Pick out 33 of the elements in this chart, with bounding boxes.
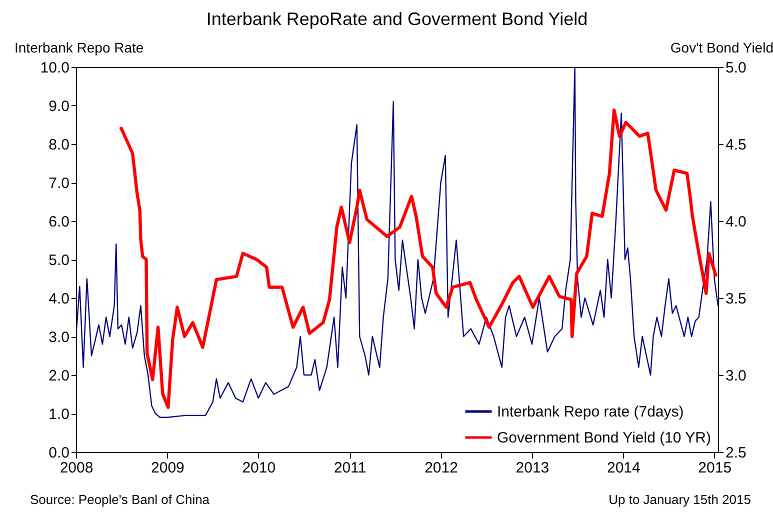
x-tick-label: 2015 xyxy=(698,460,732,476)
source-note: Source: People's Banl of China xyxy=(30,492,210,507)
x-tick-label: 2008 xyxy=(60,460,94,476)
y-tick-label: 8.0 xyxy=(48,136,70,154)
legend-label: Interbank Repo rate (7days) xyxy=(497,404,684,420)
y-tick-label: 4.0 xyxy=(48,290,70,308)
x-tick-label: 2010 xyxy=(242,460,276,476)
y2-tick-label: 3.0 xyxy=(726,368,746,384)
y-tick-label: 6.0 xyxy=(48,214,70,230)
y-tick-label: 5.0 xyxy=(48,252,70,269)
y-tick-label: 10.0 xyxy=(40,60,70,76)
y2-tick-label: 3.5 xyxy=(726,290,746,308)
y-tick-label: 3.0 xyxy=(48,329,70,346)
y2-tick-label: 4.5 xyxy=(726,136,746,154)
y2-axis-title: Gov't Bond Yield xyxy=(670,40,773,56)
x-tick-label: 2009 xyxy=(151,460,184,476)
y2-tick-label: 2.5 xyxy=(726,444,746,462)
line-series xyxy=(76,67,718,418)
y-tick-label: 9.0 xyxy=(48,98,70,115)
y2-tick-label: 4.0 xyxy=(726,214,746,230)
y-tick-label: 2.0 xyxy=(48,368,70,384)
y2-tick-label: 5.0 xyxy=(726,60,746,76)
legend-label: Government Bond Yield (10 YR) xyxy=(497,430,712,446)
chart-title: Interbank RepoRate and Goverment Bond Yield xyxy=(206,9,588,29)
x-tick-label: 2014 xyxy=(606,460,640,476)
y-axis-title: Interbank Repo Rate xyxy=(14,40,144,56)
x-tick-label: 2011 xyxy=(334,460,366,476)
x-tick-label: 2013 xyxy=(516,460,550,476)
y-tick-label: 7.0 xyxy=(48,175,70,192)
text: Up to January 15th 2015 xyxy=(608,492,751,507)
x-tick-label: 2012 xyxy=(424,460,458,476)
y-tick-label: 0.0 xyxy=(48,444,70,462)
y-tick-label: 1.0 xyxy=(48,406,70,423)
